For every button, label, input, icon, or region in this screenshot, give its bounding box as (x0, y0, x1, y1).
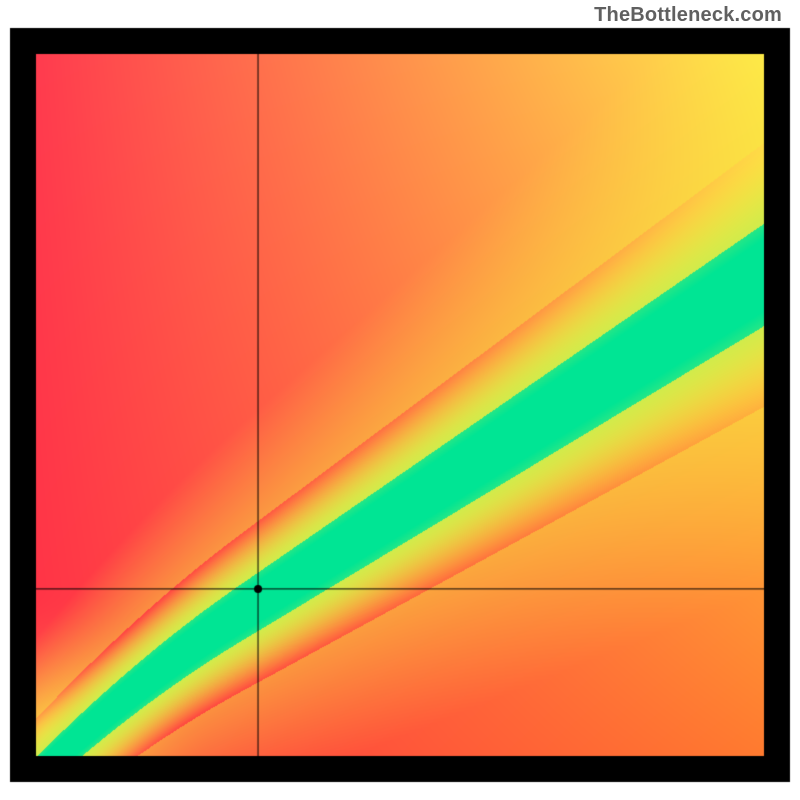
bottleneck-chart-container: TheBottleneck.com (0, 0, 800, 800)
heatmap-canvas (0, 0, 800, 800)
